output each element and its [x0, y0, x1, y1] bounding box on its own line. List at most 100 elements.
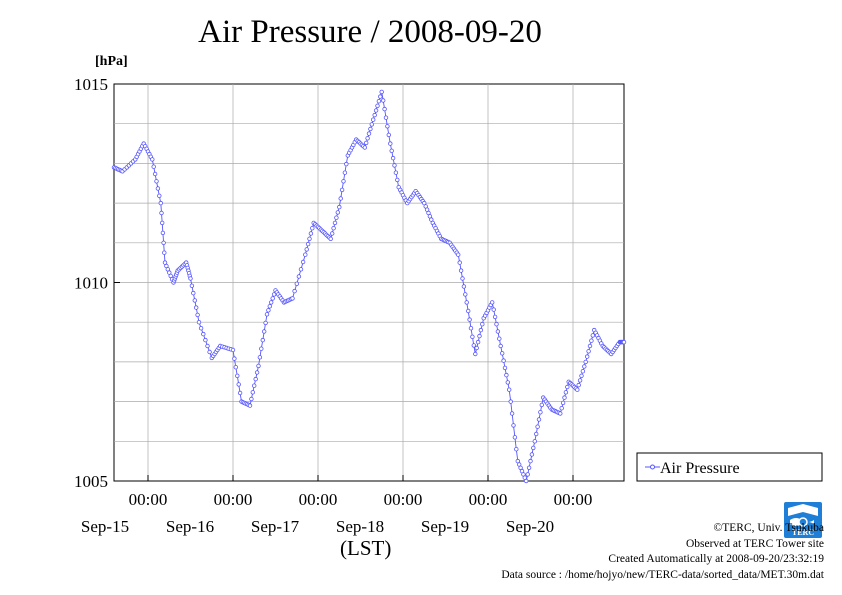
data-point	[466, 308, 471, 314]
axis-ticks: 10051010101500:00Sep-1500:00Sep-1600:00S…	[74, 75, 592, 536]
data-point	[558, 411, 563, 416]
data-point	[368, 126, 373, 132]
data-point	[237, 390, 243, 396]
data-point	[535, 424, 540, 429]
data-point	[508, 399, 513, 404]
data-point	[478, 327, 484, 333]
data-point	[463, 292, 468, 297]
x-tick-date-label: Sep-20	[506, 517, 554, 536]
data-point	[264, 312, 270, 317]
data-point	[198, 326, 204, 331]
data-point	[270, 296, 275, 301]
created-at-text: Created Automatically at 2008-09-20/23:3…	[608, 553, 824, 565]
x-tick-date-label: Sep-18	[336, 517, 384, 536]
data-point	[257, 355, 263, 360]
data-point	[256, 363, 261, 369]
data-point	[495, 329, 501, 334]
data-point	[332, 220, 338, 226]
data-point	[260, 337, 265, 343]
data-point	[576, 382, 581, 388]
data-point	[366, 131, 372, 136]
data-point	[189, 283, 195, 288]
data-point	[528, 458, 533, 464]
data-point	[330, 231, 335, 236]
data-point	[372, 112, 377, 118]
data-point	[504, 372, 509, 378]
data-point	[390, 155, 396, 161]
x-tick-time-label: 00:00	[129, 490, 168, 509]
data-point	[369, 122, 374, 127]
data-point	[300, 259, 306, 265]
data-point	[376, 98, 382, 104]
data-point	[507, 387, 512, 392]
data-point	[304, 247, 309, 252]
data-point	[501, 358, 506, 363]
data-point	[532, 439, 537, 444]
data-point	[389, 148, 394, 153]
data-point	[365, 136, 370, 141]
data-point	[473, 351, 478, 357]
data-point	[296, 274, 302, 279]
x-axis-label: (LST)	[340, 536, 392, 560]
data-point	[262, 329, 267, 334]
data-point	[235, 373, 240, 378]
data-point	[582, 364, 587, 369]
data-point	[364, 140, 369, 146]
data-point	[152, 171, 158, 177]
data-point	[526, 465, 532, 470]
data-point	[460, 276, 465, 281]
data-point	[335, 210, 340, 215]
data-point	[154, 179, 159, 184]
data-point	[497, 336, 502, 341]
data-point	[331, 225, 336, 231]
data-point	[563, 390, 569, 395]
data-point	[579, 373, 584, 378]
data-point	[539, 402, 544, 408]
data-point	[500, 351, 505, 356]
data-point	[575, 387, 580, 392]
x-tick-time-label: 00:00	[299, 490, 338, 509]
data-point	[162, 250, 167, 255]
data-point	[207, 349, 212, 355]
data-point	[480, 322, 485, 327]
x-tick-date-label: Sep-16	[166, 517, 214, 536]
data-point	[308, 231, 314, 236]
data-point	[524, 478, 529, 484]
data-point	[386, 132, 391, 138]
data-point	[310, 225, 315, 231]
data-point	[191, 290, 196, 296]
data-point	[589, 338, 594, 343]
data-point	[587, 343, 593, 349]
data-point	[512, 435, 518, 440]
data-point	[590, 333, 595, 338]
data-point	[159, 210, 164, 216]
x-tick-date-label: Sep-15	[81, 517, 129, 536]
data-point	[586, 349, 591, 354]
data-point	[251, 383, 257, 388]
x-tick-date-label: Sep-17	[251, 517, 300, 536]
data-point	[477, 333, 482, 339]
data-point	[254, 370, 260, 375]
data-point	[559, 406, 564, 411]
data-point	[338, 196, 343, 201]
data-point	[337, 204, 342, 210]
data-point	[160, 230, 166, 236]
data-source-text: Data source : /home/hojyo/new/TERC-data/…	[501, 568, 824, 581]
data-point	[621, 339, 627, 345]
data-point	[328, 236, 333, 241]
x-tick-time-label: 00:00	[554, 490, 593, 509]
copyright-text: ©TERC, Univ. Tsukuba	[713, 522, 824, 534]
data-point	[247, 403, 253, 408]
data-point	[188, 276, 193, 281]
data-point	[294, 281, 299, 286]
data-point	[505, 380, 510, 385]
data-point	[233, 365, 238, 370]
data-point	[565, 384, 570, 390]
data-point	[344, 161, 349, 167]
data-point	[307, 236, 312, 241]
grid	[114, 84, 624, 481]
data-point	[534, 431, 539, 437]
data-point	[334, 215, 339, 220]
data-point	[196, 320, 202, 325]
data-point	[585, 354, 590, 359]
